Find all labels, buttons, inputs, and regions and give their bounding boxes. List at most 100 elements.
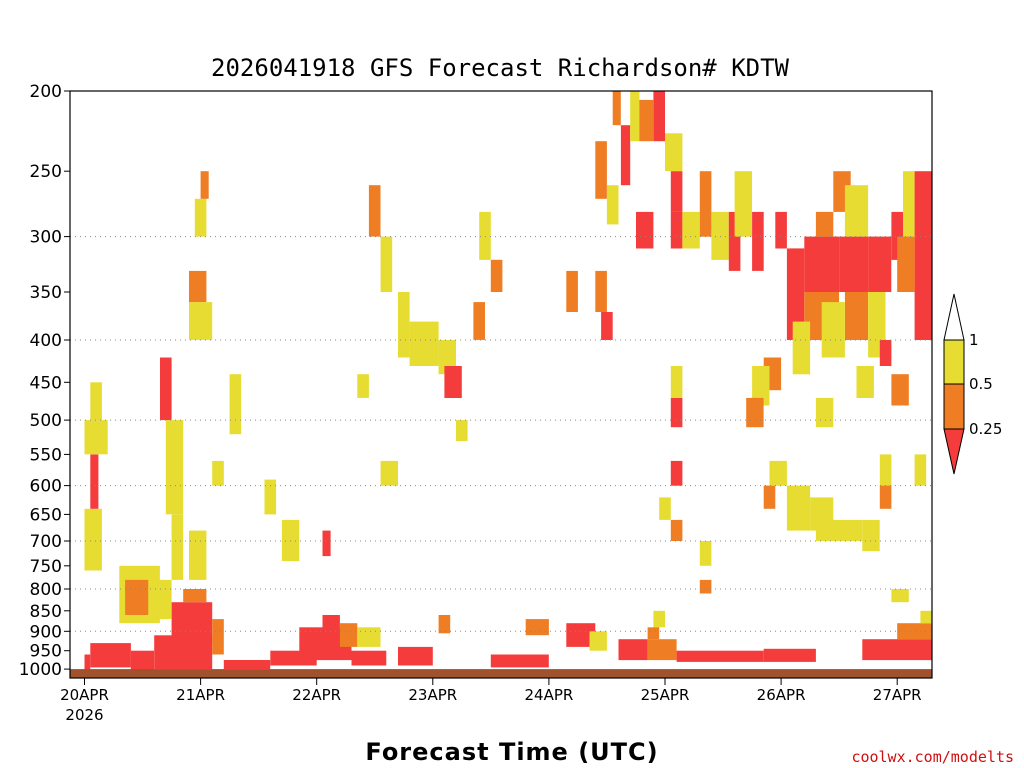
ri-cell-orange	[879, 485, 892, 509]
ri-cell-red	[728, 211, 741, 271]
ri-cell-red	[891, 211, 903, 260]
ri-cell-yellow	[891, 589, 909, 603]
ri-cell-yellow	[165, 420, 184, 515]
ri-cell-yellow	[380, 460, 398, 486]
ri-cell-red	[351, 650, 387, 666]
y-tick-label: 750	[30, 557, 62, 577]
ri-cell-yellow	[194, 198, 207, 237]
credit-text[interactable]: coolwx.com/modelts	[851, 748, 1014, 766]
y-tick-label: 900	[30, 622, 62, 642]
y-tick-label: 950	[30, 642, 62, 662]
ri-cell-yellow	[734, 171, 752, 237]
x-tick-label: 25APR	[641, 686, 690, 704]
ri-cell-red	[90, 454, 99, 509]
ri-cell-red	[160, 357, 172, 421]
ri-cell-red	[322, 615, 340, 640]
ri-cell-orange	[763, 485, 776, 509]
ri-cell-yellow	[281, 519, 300, 561]
ri-cell-red	[775, 211, 787, 249]
ri-cell-orange	[183, 589, 207, 603]
ri-cell-yellow	[229, 374, 242, 435]
y-tick-label: 200	[30, 82, 62, 102]
legend-swatch-0.5-1	[943, 339, 965, 385]
ri-cell-yellow	[879, 454, 892, 486]
ri-cell-yellow	[920, 610, 932, 624]
ri-cell-orange	[647, 639, 677, 661]
y-tick-label: 250	[30, 162, 62, 182]
ri-cell-red	[620, 125, 631, 186]
ri-cell-red	[804, 236, 840, 292]
y-tick-label: 700	[30, 532, 62, 552]
ri-cell-orange	[200, 171, 209, 199]
ri-cell-yellow	[653, 610, 665, 628]
y-tick-label: 400	[30, 331, 62, 351]
x-axis-label: Forecast Time (UTC)	[365, 738, 658, 766]
ri-cell-yellow	[171, 514, 184, 580]
ri-cell-yellow	[90, 382, 102, 421]
x-tick-label: 21APR	[176, 686, 225, 704]
ri-cell-yellow	[479, 211, 491, 260]
y-tick-label: 850	[30, 602, 62, 622]
ri-cell-orange	[699, 171, 712, 237]
chart-title: 2026041918 GFS Forecast Richardson# KDTW	[211, 54, 790, 82]
ri-cell-orange	[368, 185, 381, 237]
ri-cell-red	[752, 211, 764, 271]
ri-cell-red	[618, 639, 648, 661]
ri-cell-yellow	[380, 236, 393, 292]
legend-label: 0.5	[969, 375, 993, 393]
ri-cell-orange	[595, 141, 607, 199]
ri-cell-red	[398, 646, 433, 666]
ri-cell-orange	[612, 91, 621, 126]
ri-cell-red	[130, 650, 155, 671]
ground-surface	[70, 669, 932, 678]
ri-cell-red	[763, 648, 816, 662]
ri-cell-orange	[897, 236, 915, 292]
y-tick-label: 650	[30, 505, 62, 525]
y-tick-label: 500	[30, 411, 62, 431]
ri-cell-orange	[815, 211, 834, 237]
x-tick-label: 27APR	[873, 686, 922, 704]
ri-cell-orange	[897, 623, 932, 640]
ri-cell-red	[676, 650, 764, 662]
ri-cell-yellow	[456, 420, 468, 441]
ri-cell-orange	[595, 270, 607, 312]
x-tick-label: 20APR	[60, 686, 109, 704]
y-tick-label: 450	[30, 373, 62, 393]
ri-cell-yellow	[856, 366, 874, 398]
ri-cell-yellow	[212, 460, 224, 486]
x-tick-label: 22APR	[292, 686, 341, 704]
legend-swatch-above-1	[943, 293, 965, 341]
ri-cell-orange	[125, 579, 149, 615]
y-tick-label: 550	[30, 445, 62, 465]
legend: 1 0.5 0.25	[943, 293, 1002, 475]
ri-cell-orange	[339, 623, 358, 647]
ri-cell-yellow	[786, 485, 811, 531]
legend-label: 0.25	[969, 420, 1002, 438]
ri-cell-orange	[473, 302, 485, 340]
ri-cell-yellow	[903, 171, 915, 237]
ri-cell-yellow	[606, 185, 619, 225]
legend-label: 1	[969, 331, 979, 349]
ri-cell-orange	[525, 619, 549, 636]
legend-swatch-below-0.25	[943, 428, 965, 475]
ri-cell-red	[653, 91, 665, 142]
ri-cell-orange	[490, 259, 503, 292]
ri-cell-orange	[746, 397, 764, 428]
ri-cell-yellow	[357, 374, 369, 398]
ri-cell-red	[322, 530, 331, 557]
ri-cell-yellow	[264, 479, 277, 515]
ri-cell-red	[84, 654, 91, 671]
ri-cell-yellow	[914, 454, 927, 486]
ri-cell-red	[670, 211, 683, 249]
ri-cell-orange	[647, 627, 660, 640]
ri-cell-yellow	[821, 302, 845, 358]
legend-swatch-0.25-0.5	[943, 383, 965, 430]
ri-cell-orange	[670, 519, 683, 541]
x-tick-year: 2026	[65, 706, 103, 724]
ri-cell-red	[786, 248, 805, 340]
ri-cell-yellow	[189, 302, 213, 340]
ri-cell-red	[490, 654, 549, 668]
ri-cell-yellow	[148, 579, 172, 620]
ri-cell-red	[90, 643, 131, 668]
